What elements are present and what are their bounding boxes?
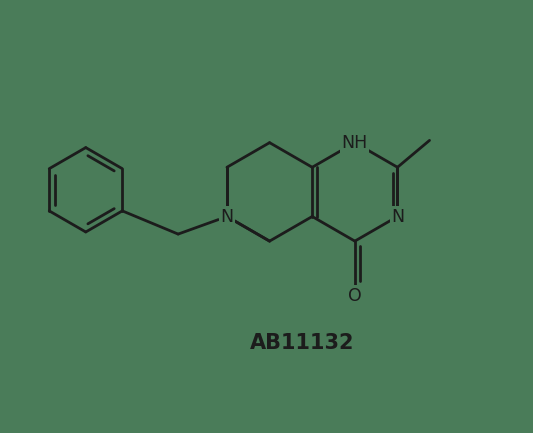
Text: AB11132: AB11132 xyxy=(249,333,354,353)
Text: N: N xyxy=(391,207,404,226)
Text: N: N xyxy=(220,207,233,226)
Text: O: O xyxy=(348,287,362,304)
Text: NH: NH xyxy=(342,134,368,152)
